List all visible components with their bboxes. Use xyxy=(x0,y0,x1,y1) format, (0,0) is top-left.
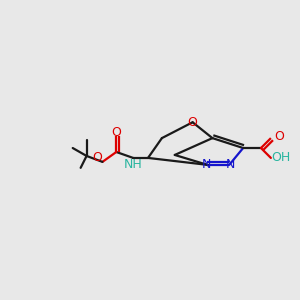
Text: O: O xyxy=(188,116,197,129)
Text: O: O xyxy=(274,130,284,142)
Text: O: O xyxy=(111,126,121,139)
Text: O: O xyxy=(93,152,102,164)
Text: N: N xyxy=(202,158,211,171)
Text: N: N xyxy=(226,158,235,171)
Text: OH: OH xyxy=(271,152,290,164)
Text: NH: NH xyxy=(124,158,142,171)
